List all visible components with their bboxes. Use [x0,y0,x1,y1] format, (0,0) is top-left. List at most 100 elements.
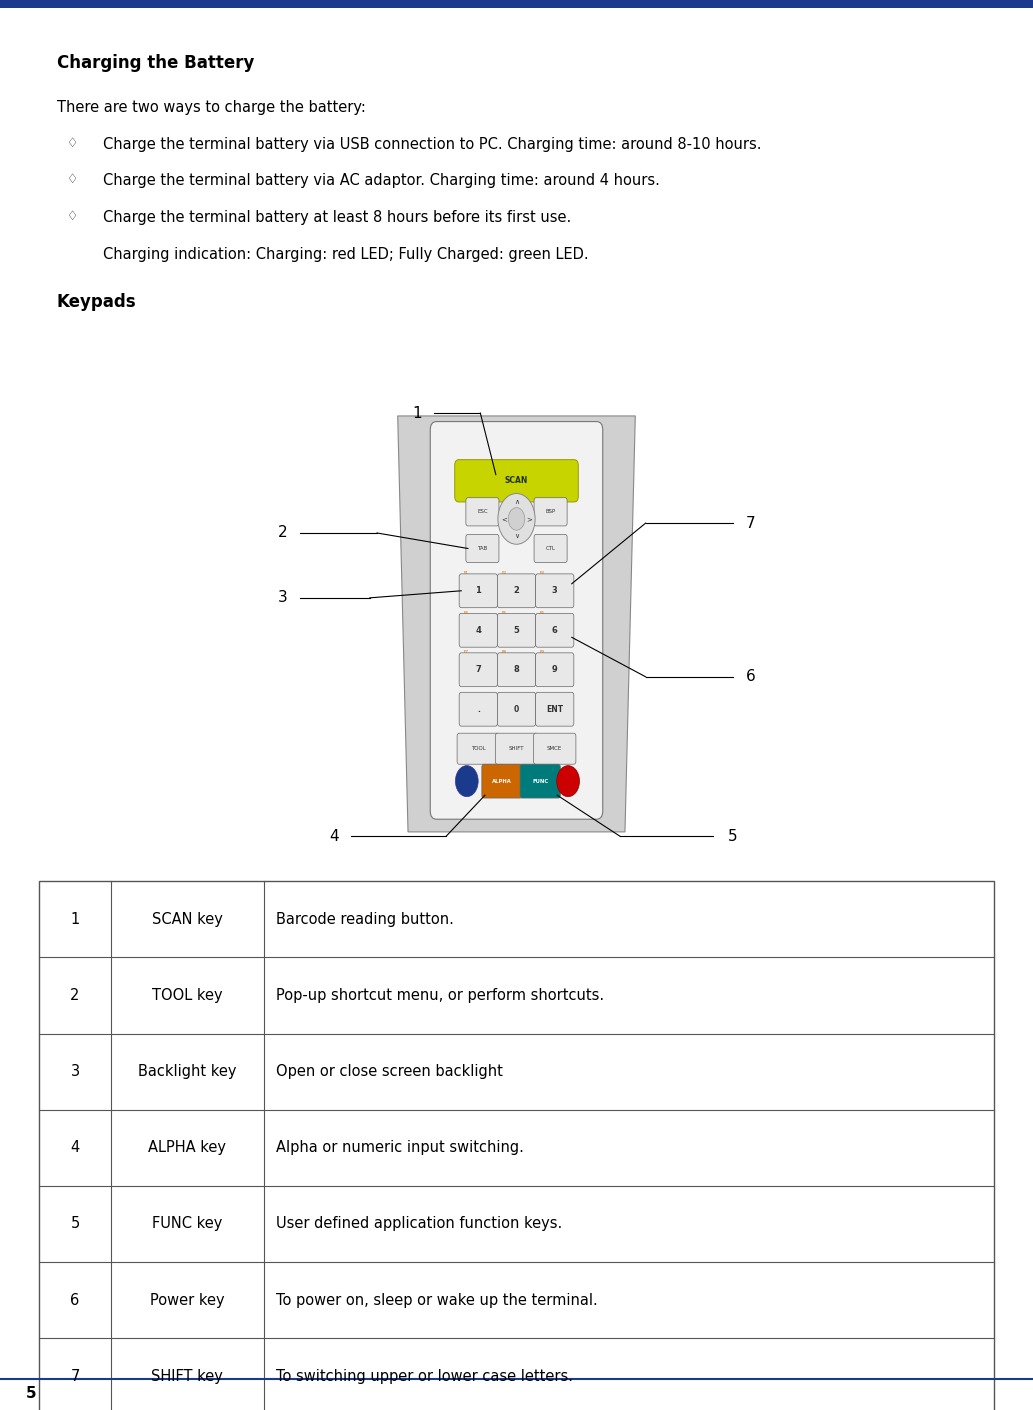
Text: 3: 3 [552,587,558,595]
Text: 7: 7 [746,516,755,530]
FancyBboxPatch shape [466,534,499,563]
FancyBboxPatch shape [520,764,560,798]
Text: ∨: ∨ [514,533,519,539]
FancyBboxPatch shape [455,460,578,502]
Text: FUNC: FUNC [532,778,549,784]
Text: Keypads: Keypads [57,293,136,312]
Polygon shape [398,416,635,832]
FancyBboxPatch shape [498,653,536,687]
Text: 0: 0 [513,705,520,713]
FancyBboxPatch shape [536,692,574,726]
Text: Backlight key: Backlight key [138,1065,237,1079]
FancyBboxPatch shape [536,613,574,647]
Text: 4: 4 [475,626,481,634]
Text: Charging the Battery: Charging the Battery [57,54,254,72]
Text: 6: 6 [70,1293,80,1307]
Text: 5: 5 [26,1386,36,1400]
Text: 2: 2 [513,587,520,595]
FancyBboxPatch shape [430,422,603,819]
Text: 2: 2 [278,526,287,540]
FancyBboxPatch shape [458,733,500,764]
Text: To switching upper or lower case letters.: To switching upper or lower case letters… [276,1369,573,1383]
Text: TOOL: TOOL [471,746,486,752]
Text: .: . [477,705,479,713]
Text: SCAN key: SCAN key [152,912,223,926]
Text: 9: 9 [552,666,558,674]
Text: F3: F3 [540,571,544,575]
FancyBboxPatch shape [498,574,536,608]
Text: SMCE: SMCE [547,746,562,752]
Text: ALPHA key: ALPHA key [148,1141,226,1155]
Circle shape [557,766,580,797]
Text: ∧: ∧ [514,499,519,505]
Text: To power on, sleep or wake up the terminal.: To power on, sleep or wake up the termin… [276,1293,598,1307]
Text: 1: 1 [475,587,481,595]
FancyBboxPatch shape [466,498,499,526]
Text: Charge the terminal battery via USB connection to PC. Charging time: around 8-10: Charge the terminal battery via USB conn… [103,137,761,152]
Text: TOOL key: TOOL key [152,988,222,1003]
Bar [0,0,1033,8]
Text: ALPHA: ALPHA [492,778,512,784]
Text: There are two ways to charge the battery:: There are two ways to charge the battery… [57,100,366,116]
Text: ♢: ♢ [67,137,79,149]
Text: ESC: ESC [477,509,488,515]
Text: 4: 4 [330,829,339,843]
Text: TAB: TAB [477,546,488,551]
Text: <: < [501,516,507,522]
FancyBboxPatch shape [498,692,536,726]
Text: Open or close screen backlight: Open or close screen backlight [276,1065,503,1079]
Text: Pop-up shortcut menu, or perform shortcuts.: Pop-up shortcut menu, or perform shortcu… [276,988,604,1003]
Text: BSP: BSP [545,509,556,515]
Text: F9: F9 [540,650,544,654]
Text: ENT: ENT [546,705,563,713]
Text: F1: F1 [463,571,468,575]
Text: F6: F6 [540,611,544,615]
Circle shape [456,766,478,797]
Text: 6: 6 [552,626,558,634]
FancyBboxPatch shape [498,613,536,647]
Text: 8: 8 [513,666,520,674]
Text: 1: 1 [70,912,80,926]
Text: 7: 7 [475,666,481,674]
Text: CTL: CTL [545,546,556,551]
Text: >: > [526,516,532,522]
Text: Charge the terminal battery via AC adaptor. Charging time: around 4 hours.: Charge the terminal battery via AC adapt… [103,173,660,189]
FancyBboxPatch shape [534,534,567,563]
Text: 5: 5 [513,626,520,634]
Text: ♢: ♢ [67,173,79,186]
FancyBboxPatch shape [496,733,537,764]
Text: 4: 4 [70,1141,80,1155]
Text: Alpha or numeric input switching.: Alpha or numeric input switching. [276,1141,524,1155]
FancyBboxPatch shape [536,653,574,687]
Text: Power key: Power key [150,1293,224,1307]
Text: F5: F5 [502,611,506,615]
Text: F8: F8 [502,650,506,654]
FancyBboxPatch shape [459,613,498,647]
Text: SHIFT key: SHIFT key [151,1369,223,1383]
FancyBboxPatch shape [459,692,498,726]
Text: 6: 6 [746,670,755,684]
Text: SHIFT: SHIFT [508,746,525,752]
Text: FUNC key: FUNC key [152,1217,222,1231]
Bar [39,881,994,1410]
FancyBboxPatch shape [459,574,498,608]
Text: Charge the terminal battery at least 8 hours before its first use.: Charge the terminal battery at least 8 h… [103,210,571,226]
FancyBboxPatch shape [534,498,567,526]
Text: F2: F2 [502,571,506,575]
Text: 5: 5 [728,829,738,843]
Text: ♢: ♢ [67,210,79,223]
Text: 7: 7 [70,1369,80,1383]
Text: User defined application function keys.: User defined application function keys. [276,1217,562,1231]
Circle shape [498,493,535,544]
Text: 1: 1 [412,406,421,420]
Text: Charging indication: Charging: red LED; Fully Charged: green LED.: Charging indication: Charging: red LED; … [103,247,589,262]
Text: 5: 5 [70,1217,80,1231]
Circle shape [508,508,525,530]
Text: Barcode reading button.: Barcode reading button. [276,912,453,926]
Text: F4: F4 [463,611,468,615]
Text: F7: F7 [463,650,468,654]
FancyBboxPatch shape [459,653,498,687]
Text: 3: 3 [70,1065,80,1079]
Text: 3: 3 [278,591,287,605]
Text: 2: 2 [70,988,80,1003]
